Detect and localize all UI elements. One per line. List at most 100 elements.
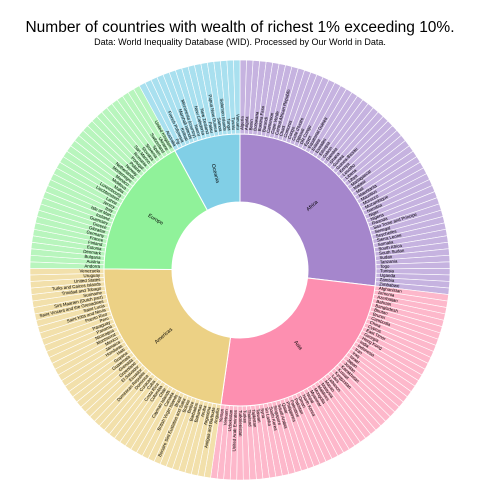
country-label-zambia: Zambia bbox=[380, 277, 396, 283]
country-label-bhutan: Bhutan bbox=[374, 307, 389, 316]
country-label-israel: Israel bbox=[349, 354, 361, 365]
country-label-italy: Italy bbox=[105, 206, 115, 214]
country-label-singapore: Singapore bbox=[273, 405, 283, 426]
country-label-niger: Niger bbox=[368, 209, 380, 218]
country-label-taiwan: Taiwan bbox=[255, 409, 262, 424]
country-label-solomon-islands: Solomon Islands bbox=[219, 98, 228, 132]
country-label-libya: Libya bbox=[347, 173, 359, 184]
country-label-sri-lanka: Sri Lanka bbox=[264, 407, 272, 427]
country-label-congo: Congo bbox=[287, 125, 296, 139]
country-label-namibia: Namibia bbox=[366, 202, 383, 213]
country-label-mali: Mali bbox=[355, 186, 364, 195]
country-label-tajikistan: Tajikistan bbox=[251, 409, 258, 428]
country-label-burkina-faso: Burkina Faso bbox=[257, 105, 266, 132]
country-label-tonga: Tonga bbox=[226, 118, 232, 131]
country-label-cuba: Cuba bbox=[146, 379, 157, 391]
country-label-argentina: Argentina bbox=[203, 406, 212, 426]
country-label-guernsey: Guernsey bbox=[89, 215, 109, 226]
country-label-turkey: Turkey bbox=[242, 410, 247, 424]
country-label-armenia: Armenia bbox=[378, 290, 395, 298]
country-label-austria: Austria bbox=[86, 259, 100, 265]
country-label-iran: Iran bbox=[354, 347, 364, 356]
country-label-burundi: Burundi bbox=[261, 117, 269, 133]
country-label-south-korea: South Korea bbox=[268, 406, 278, 431]
country-label-vanuatu: Vanuatu bbox=[235, 114, 240, 131]
country-label-uruguay: Uruguay bbox=[83, 273, 101, 279]
country-label-spain: Spain bbox=[152, 144, 163, 157]
country-label-estonia: Estonia bbox=[87, 244, 103, 251]
country-label-papua-new-guinea: Papua New Guinea bbox=[207, 94, 219, 133]
country-label-china: China bbox=[369, 320, 382, 329]
country-label-japan: Japan bbox=[346, 358, 359, 370]
country-label-sudan: Sudan bbox=[379, 254, 393, 260]
country-label-nauru: Nauru bbox=[193, 124, 201, 137]
country-label-uzbekistan: Uzbekistan bbox=[227, 409, 233, 432]
country-label-bahamas: Bahamas bbox=[193, 403, 203, 423]
chart-subtitle: Data: World Inequality Database (WID). P… bbox=[94, 37, 386, 47]
country-label-zimbabwe: Zimbabwe bbox=[379, 281, 400, 288]
country-label-cape-verde: Cape Verde bbox=[270, 110, 280, 134]
country-label-seychelles: Seychelles bbox=[375, 228, 398, 238]
country-label-palau: Palau bbox=[207, 121, 214, 134]
country-label-oman: Oman bbox=[297, 396, 307, 409]
country-label-united-states: United States bbox=[74, 277, 101, 284]
country-label-panama: Panama bbox=[96, 324, 113, 335]
country-label-rwanda: Rwanda bbox=[371, 216, 388, 226]
country-label-senegal: Senegal bbox=[374, 225, 391, 234]
region-label-oceania: Oceania bbox=[210, 163, 221, 183]
country-label-tanzania: Tanzania bbox=[380, 259, 398, 265]
country-label-georgia: Georgia bbox=[363, 332, 380, 344]
country-label-eritrea: Eritrea bbox=[310, 137, 321, 151]
country-label-suriname: Suriname bbox=[83, 290, 103, 298]
country-label-benin: Benin bbox=[248, 118, 254, 130]
country-label-comoros: Comoros bbox=[282, 119, 293, 138]
country-label-palestine: Palestine bbox=[289, 399, 300, 418]
country-label-tunisia: Tunisia bbox=[380, 268, 395, 273]
country-label-germany: Germany bbox=[86, 229, 106, 238]
country-label-bangladesh: Bangladesh bbox=[375, 303, 399, 314]
country-label-andorra: Andorra bbox=[84, 264, 100, 269]
country-label-turks-and-caicos-islands: Turks and Caicos Islands bbox=[52, 281, 102, 291]
country-label-tuvalu: Tuvalu bbox=[231, 117, 237, 131]
country-label-south-sudan: South Sudan bbox=[379, 248, 405, 256]
country-label-bahrain: Bahrain bbox=[376, 299, 392, 307]
country-label-egypt: Egypt bbox=[303, 134, 313, 147]
country-label-afghanistan: Afghanistan bbox=[378, 286, 402, 294]
country-label-sierra-leone: Sierra Leone bbox=[376, 233, 402, 243]
country-label-saint-lucia: Saint Lucia bbox=[83, 303, 106, 314]
country-label-south-africa: South Africa bbox=[378, 243, 403, 252]
country-label-united-arab-emirates: United Arab Emirates bbox=[231, 409, 237, 451]
country-label-jersey: Jersey bbox=[102, 199, 117, 210]
country-label-greece: Greece bbox=[92, 221, 108, 230]
country-label-nigeria: Nigeria bbox=[370, 212, 385, 222]
country-label-iceland: Iceland bbox=[95, 212, 111, 222]
country-label-paraguay: Paraguay bbox=[92, 319, 112, 331]
region-label-asia: Asia bbox=[292, 340, 303, 352]
country-label-brunei: Brunei bbox=[372, 311, 386, 320]
chart-title: Number of countries with wealth of riche… bbox=[25, 19, 455, 36]
country-label-peru: Peru bbox=[99, 315, 110, 323]
country-label-mexico: Mexico bbox=[104, 335, 119, 346]
country-label-india: India bbox=[359, 339, 370, 348]
country-label-cameroon: Cameroon bbox=[265, 112, 274, 134]
country-label-malta: Malta bbox=[113, 184, 125, 194]
country-label-france: France bbox=[89, 235, 104, 243]
country-label-yemen: Yemen bbox=[218, 408, 225, 423]
country-label-togo: Togo bbox=[380, 264, 390, 269]
country-label-latvia: Latvia bbox=[105, 196, 118, 206]
country-label-samoa: Samoa bbox=[216, 117, 223, 132]
country-label-trinidad-and-tobago: Trinidad and Tobago bbox=[61, 286, 102, 296]
country-label-laos: Laos bbox=[331, 373, 342, 384]
country-label-brazil: Brazil bbox=[173, 396, 182, 408]
country-label-pakistan: Pakistan bbox=[293, 397, 304, 415]
country-label-cambodia: Cambodia bbox=[371, 316, 392, 328]
country-label-iraq: Iraq bbox=[352, 351, 362, 360]
country-label-somalia: Somalia bbox=[377, 239, 394, 247]
country-label-azerbaijan: Azerbaijan bbox=[377, 294, 399, 303]
country-label-chile: Chile bbox=[158, 386, 168, 398]
country-label-kiribati: Kiribati bbox=[180, 127, 190, 141]
country-label-djibouti: Djibouti bbox=[295, 128, 306, 143]
country-label-bulgaria: Bulgaria bbox=[84, 254, 101, 260]
country-label-anguilla: Anguilla bbox=[213, 407, 220, 424]
